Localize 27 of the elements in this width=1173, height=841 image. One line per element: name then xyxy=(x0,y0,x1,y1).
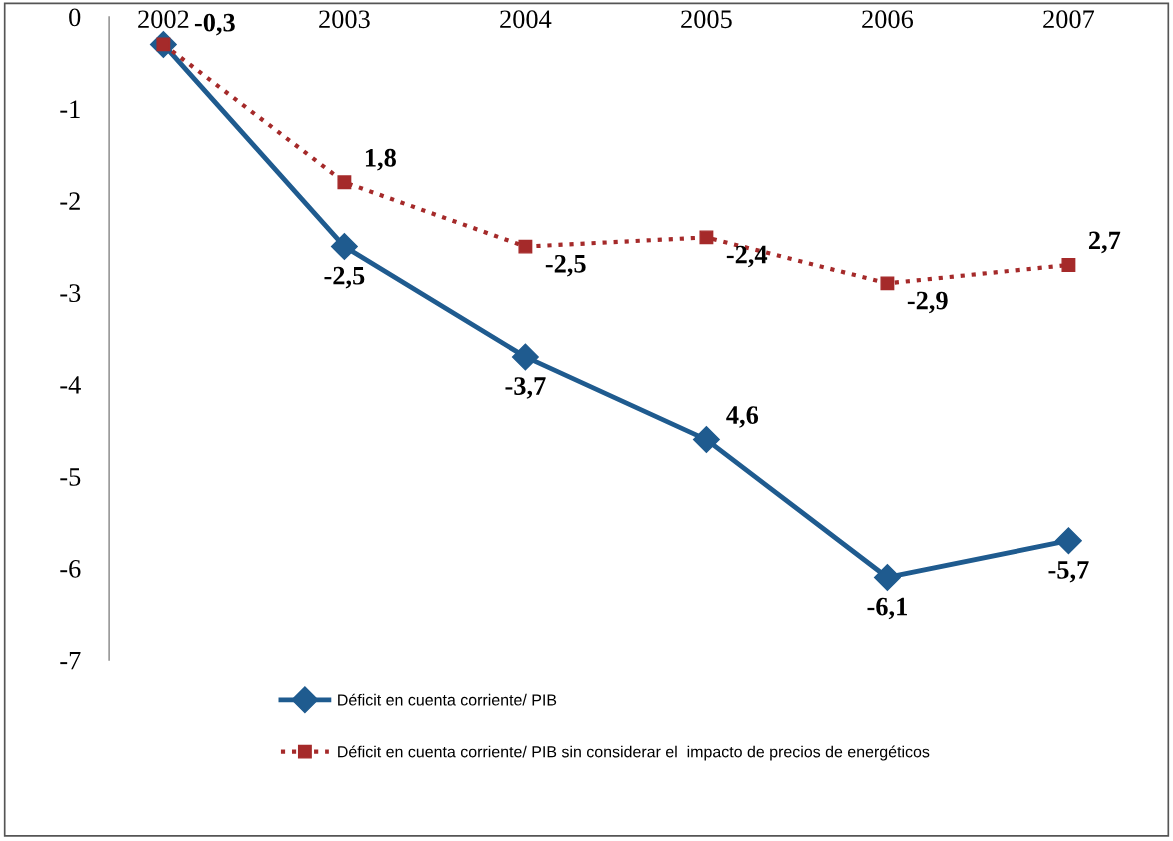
data-label: -2,5 xyxy=(324,266,365,289)
data-label: -2,5 xyxy=(545,254,586,277)
x-tick-label: 2005 xyxy=(681,10,732,29)
data-label: -6,1 xyxy=(867,597,907,620)
y-tick-label: -7 xyxy=(60,652,81,670)
x-tick-label: 2003 xyxy=(319,10,370,29)
y-tick-label: -5 xyxy=(60,468,81,486)
y-tick-label: 0 xyxy=(69,8,81,27)
data-label: -0,3 xyxy=(194,13,235,36)
y-tick-label: -2 xyxy=(60,192,80,210)
annotation: 2,7 xyxy=(1088,231,1121,254)
y-tick-label: -6 xyxy=(60,559,81,578)
annotation: 1,8 xyxy=(365,148,396,171)
data-label: -2,4 xyxy=(726,245,768,268)
y-tick-label: -3 xyxy=(60,284,81,302)
data-label: -3,7 xyxy=(505,377,546,399)
y-tick-label: -4 xyxy=(60,376,81,394)
data-label: -5,7 xyxy=(1048,561,1089,583)
x-tick-label: 2006 xyxy=(862,10,914,29)
y-tick-label: -1 xyxy=(60,100,80,118)
legend-label: Déficit en cuenta corriente/ PIB sin considerar el impacto de precios de energéticos xyxy=(338,745,930,761)
annotation: 4,6 xyxy=(726,406,759,428)
x-tick-label: 2007 xyxy=(1043,10,1095,29)
data-label: -2,9 xyxy=(907,291,948,314)
x-tick-label: 2004 xyxy=(500,10,552,29)
x-tick-label: 2002 xyxy=(138,10,189,29)
legend-label: Déficit en cuenta corriente/ PIB xyxy=(338,693,557,706)
